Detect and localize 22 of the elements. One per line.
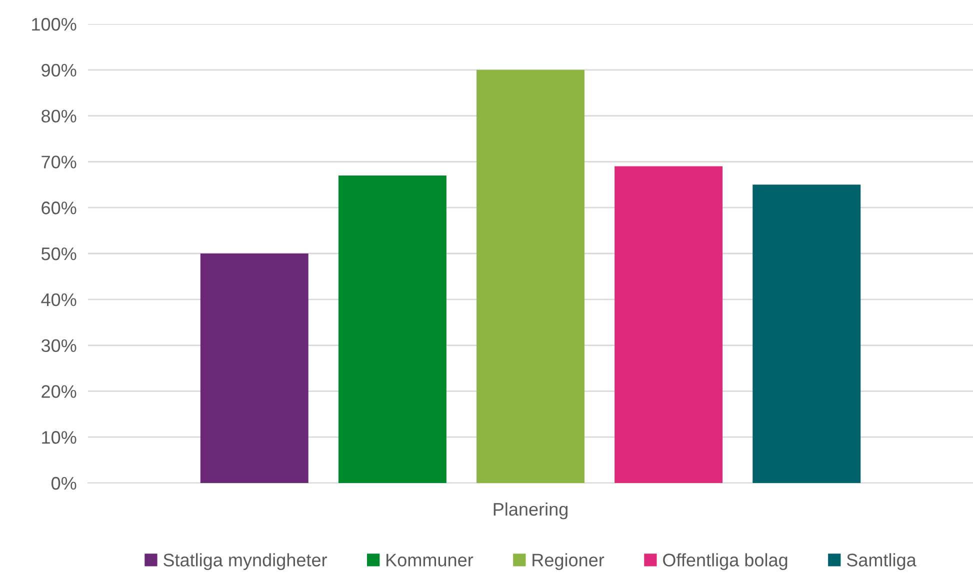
bar — [476, 70, 584, 483]
y-tick-label: 20% — [42, 385, 76, 398]
bar — [614, 166, 723, 483]
y-tick-label: 90% — [42, 64, 76, 77]
legend-label: Offentliga bolag — [663, 553, 788, 570]
y-tick-label: 10% — [42, 431, 76, 444]
legend-label: Samtliga — [846, 553, 916, 570]
y-tick-label: 30% — [41, 339, 76, 352]
bar — [752, 184, 861, 483]
y-tick-label: 40% — [41, 293, 76, 306]
y-tick-label: 50% — [41, 247, 76, 260]
y-tick-label: 80% — [42, 110, 76, 123]
bar — [200, 254, 308, 483]
y-tick-label: 0% — [52, 476, 76, 490]
y-tick-label: 60% — [42, 202, 76, 214]
legend-label: Regioner — [532, 553, 604, 570]
legend-label: Kommuner — [386, 554, 474, 566]
y-tick-label: 70% — [42, 156, 76, 168]
y-tick-label: 100% — [32, 18, 76, 31]
bar — [338, 175, 446, 483]
x-tick-label: Planering — [494, 502, 568, 520]
legend-label: Statliga myndigheter — [164, 553, 327, 570]
